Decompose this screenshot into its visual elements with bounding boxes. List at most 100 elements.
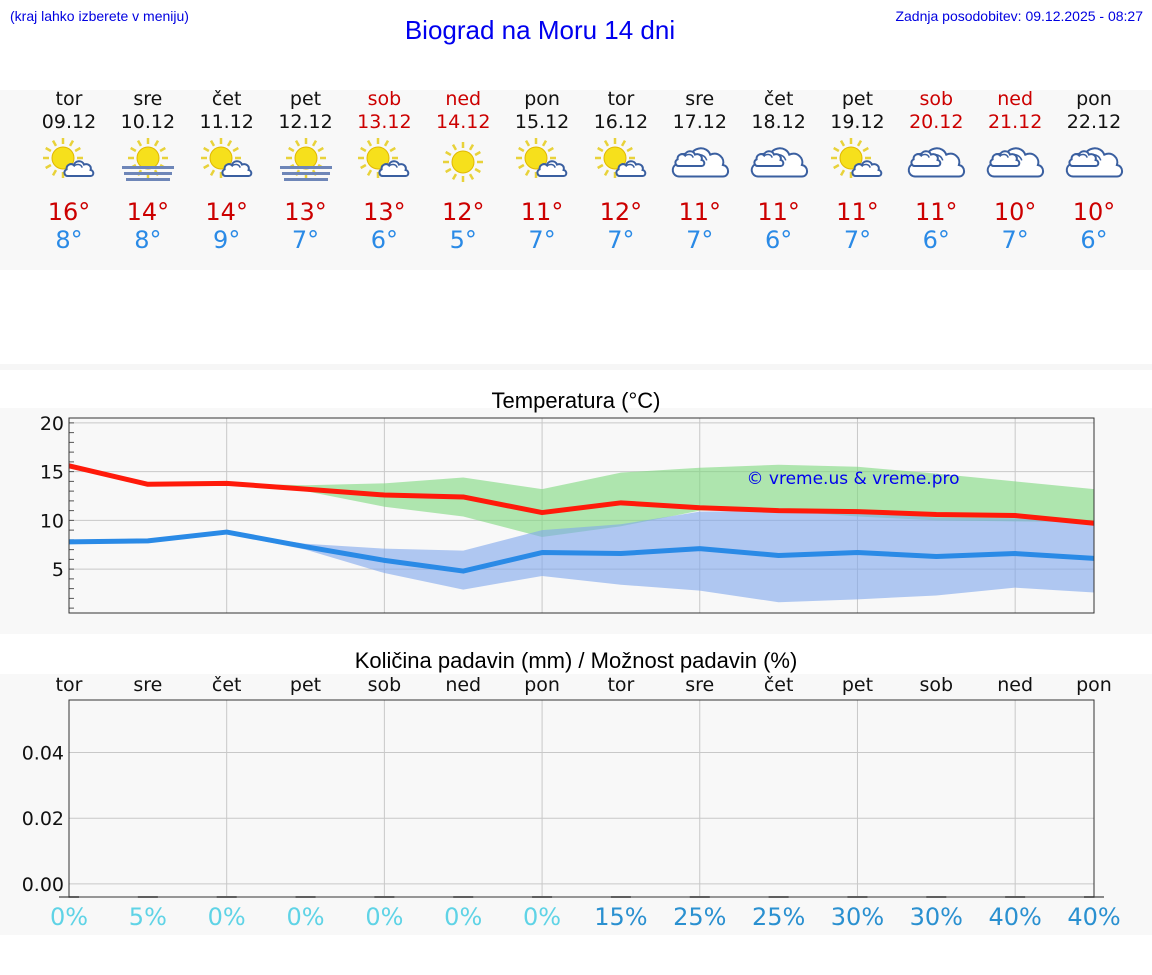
cloud-icon	[750, 147, 808, 178]
sun-cloud-icon	[43, 138, 95, 178]
forecast-day: pon 22.12 10° 6°	[1054, 88, 1134, 254]
precipitation-chart: 0.00 0.02 0.04	[22, 699, 1104, 898]
temperature-chart-title: Temperatura (°C)	[491, 388, 661, 413]
min-temp-point	[1014, 553, 1016, 555]
day-name: ned	[445, 88, 482, 110]
min-temp-point	[778, 554, 780, 556]
plot-frame	[68, 699, 1095, 898]
cloud-shape	[221, 160, 252, 177]
forecast-day: sre 17.12 11° 7°	[660, 88, 740, 254]
day-name: sob	[367, 88, 402, 110]
max-temp: 14°	[126, 198, 170, 226]
precip-probability: 0%	[286, 903, 325, 931]
page-title: Biograd na Moru 14 dni	[404, 15, 676, 45]
min-temp: 7°	[843, 226, 872, 254]
min-temp: 7°	[607, 226, 635, 254]
min-temp-point	[856, 552, 858, 554]
day-date: 13.12	[357, 111, 412, 133]
sun-cloud-icon	[200, 138, 252, 178]
max-temp: 10°	[1072, 198, 1116, 226]
min-temp: 7°	[528, 226, 556, 254]
max-temp-point	[226, 482, 228, 484]
max-temp-point	[147, 483, 149, 485]
day-date: 20.12	[909, 111, 964, 133]
x-tick-label: tor	[55, 674, 83, 696]
min-temp: 7°	[291, 226, 320, 254]
plot-frame	[68, 417, 1095, 614]
precip-probability: 0%	[365, 903, 404, 931]
day-name: sre	[133, 88, 163, 110]
day-name: sre	[685, 88, 715, 110]
day-date: 11.12	[199, 111, 254, 133]
min-temp-point	[226, 531, 228, 533]
precip-probability: 0%	[523, 903, 562, 931]
precip-probability: 25%	[673, 903, 727, 931]
day-name: tor	[607, 88, 635, 110]
cloud-icon	[1065, 147, 1124, 178]
sun-fog-icon	[121, 138, 174, 181]
max-temp: 13°	[363, 198, 406, 226]
sun-cloud-icon	[831, 138, 883, 178]
x-tick-label: sob	[367, 674, 402, 696]
min-temp-point	[699, 548, 701, 550]
y-tick-label: 5	[52, 559, 64, 581]
x-tick-label: pon	[524, 674, 560, 696]
day-date: 22.12	[1066, 111, 1122, 133]
sun-shape	[516, 138, 557, 178]
cloud-shape	[536, 160, 568, 177]
y-tick-label: 20	[40, 413, 64, 435]
cloud-shape	[851, 160, 883, 177]
x-tick-label: pet	[841, 674, 874, 696]
plot-area	[69, 700, 1094, 897]
day-date: 16.12	[593, 111, 649, 133]
y-tick-label: 15	[40, 462, 64, 484]
min-temp: 6°	[1080, 226, 1108, 254]
day-date: 17.12	[672, 111, 727, 133]
min-temp-point	[305, 546, 307, 548]
y-tick-label: 0.04	[22, 743, 64, 765]
day-name: ned	[997, 88, 1034, 110]
sun-cloud-icon	[516, 138, 568, 178]
forecast-day: ned 21.12 10° 7°	[975, 88, 1055, 254]
max-temp: 11°	[836, 198, 879, 226]
max-temp-line	[68, 463, 1095, 526]
sun-icon	[443, 142, 484, 182]
day-name: pon	[524, 88, 560, 110]
day-name: čet	[211, 88, 242, 110]
precip-probability: 25%	[751, 903, 806, 931]
min-temp-point	[383, 559, 385, 561]
sun-cloud-icon	[594, 138, 647, 178]
max-temp-point	[778, 510, 780, 512]
max-temp: 13°	[284, 198, 327, 226]
max-temp: 11°	[915, 198, 958, 226]
min-temp-point	[935, 555, 937, 557]
forecast-day: pon 15.12 11° 7°	[502, 88, 582, 254]
max-temp-point	[620, 502, 622, 504]
min-temp: 6°	[764, 226, 793, 254]
day-date: 21.12	[987, 111, 1043, 133]
precip-probability: 15%	[594, 903, 648, 931]
sun-cloud-icon	[358, 138, 410, 178]
max-temp-point	[1014, 515, 1016, 516]
y-tick-label: 0.02	[22, 808, 64, 830]
day-date: 19.12	[830, 111, 885, 133]
min-temp-line	[68, 529, 1095, 574]
day-date: 18.12	[751, 111, 806, 133]
day-name: pet	[841, 88, 874, 110]
forecast-day: tor 16.12 12° 7°	[581, 88, 661, 254]
precipitation-chart-title: Količina padavin (mm) / Možnost padavin …	[354, 648, 798, 673]
forecast-day: čet 11.12 14° 9°	[187, 88, 267, 254]
forecast-strip	[0, 90, 1152, 270]
min-temp: 6°	[922, 226, 950, 254]
cloud-shape	[910, 150, 942, 167]
min-temp-point	[620, 553, 622, 555]
max-temp-point	[856, 511, 858, 513]
max-temp: 16°	[47, 198, 91, 226]
x-tick-label: sre	[685, 674, 715, 696]
x-tick-label: čet	[211, 674, 242, 696]
cloud-shape	[753, 150, 784, 167]
last-updated: Zadnja posodobitev: 09.12.2025 - 08:27	[895, 8, 1143, 24]
min-temp-point	[147, 540, 149, 542]
temperature-chart: 5 10 15 20 © vreme.us & vreme.pro	[40, 413, 1095, 614]
